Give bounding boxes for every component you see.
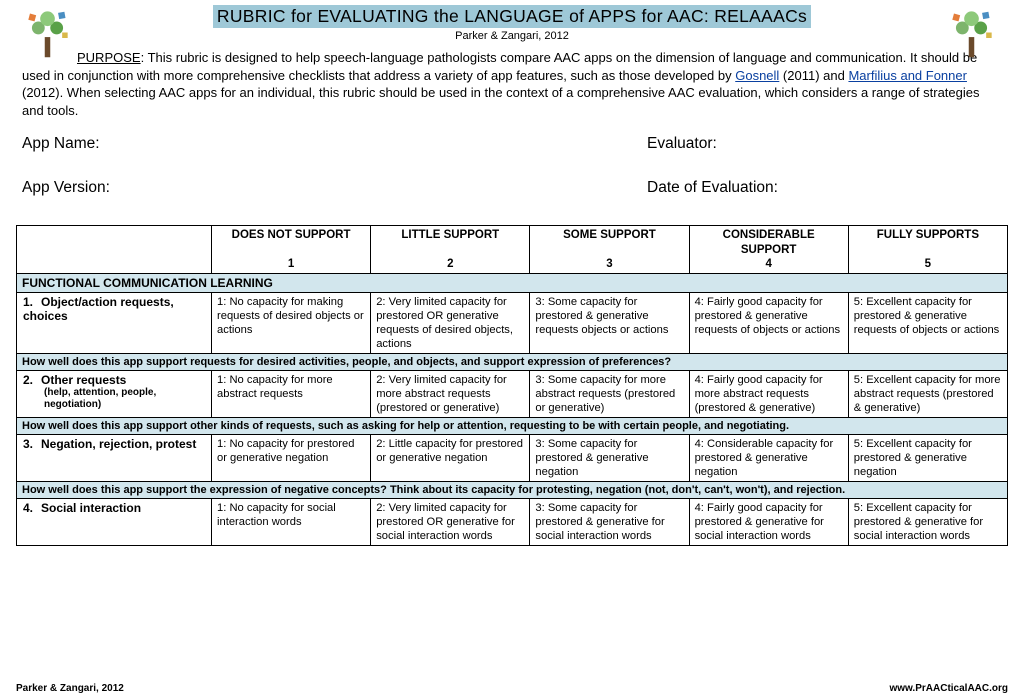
row-4: 4.Social interaction 1: No capacity for … <box>17 499 1008 546</box>
row-1-label: 1.Object/action requests, choices <box>17 293 212 354</box>
field-evaluator: Evaluator: <box>647 135 1002 153</box>
field-date: Date of Evaluation: <box>647 179 1002 197</box>
header-4: CONSIDERABLE SUPPORT4 <box>689 226 848 274</box>
row-3-c5: 5: Excellent capacity for prestored & ge… <box>848 435 1007 482</box>
purpose-paragraph: PURPOSE: This rubric is designed to help… <box>0 47 1024 127</box>
row-1-c5: 5: Excellent capacity for prestored & ge… <box>848 293 1007 354</box>
field-app-name: App Name: <box>22 135 647 153</box>
row-3: 3.Negation, rejection, protest 1: No cap… <box>17 435 1008 482</box>
row-1-c2: 2: Very limited capacity for prestored O… <box>371 293 530 354</box>
row-4-c1: 1: No capacity for social interaction wo… <box>212 499 371 546</box>
authors-line: Parker & Zangari, 2012 <box>90 30 934 42</box>
header-1: DOES NOT SUPPORT1 <box>212 226 371 274</box>
header-3: SOME SUPPORT3 <box>530 226 689 274</box>
row-4-c4: 4: Fairly good capacity for prestored & … <box>689 499 848 546</box>
row-2-c4: 4: Fairly good capacity for more abstrac… <box>689 371 848 418</box>
row-1-c3: 3: Some capacity for prestored & generat… <box>530 293 689 354</box>
row-2-question: How well does this app support other kin… <box>17 418 1008 435</box>
row-2-c5: 5: Excellent capacity for more abstract … <box>848 371 1007 418</box>
row-4-label: 4.Social interaction <box>17 499 212 546</box>
row-2-label: 2.Other requests(help, attention, people… <box>17 371 212 418</box>
purpose-label: PURPOSE <box>77 50 141 65</box>
section-title: FUNCTIONAL COMMUNICATION LEARNING <box>17 274 1008 293</box>
row-1-question: How well does this app support requests … <box>17 354 1008 371</box>
tree-logo-right-icon <box>944 5 999 60</box>
purpose-text-3: (2012). When selecting AAC apps for an i… <box>22 85 980 118</box>
row-3-c4: 4: Considerable capacity for prestored &… <box>689 435 848 482</box>
row-1-q: How well does this app support requests … <box>17 354 1008 371</box>
rubric-table: DOES NOT SUPPORT1 LITTLE SUPPORT2 SOME S… <box>16 225 1008 546</box>
section-row-functional: FUNCTIONAL COMMUNICATION LEARNING <box>17 274 1008 293</box>
row-1-c4: 4: Fairly good capacity for prestored & … <box>689 293 848 354</box>
row-1: 1.Object/action requests, choices 1: No … <box>17 293 1008 354</box>
row-3-q: How well does this app support the expre… <box>17 482 1008 499</box>
row-2-c2: 2: Very limited capacity for more abstra… <box>371 371 530 418</box>
row-2: 2.Other requests(help, attention, people… <box>17 371 1008 418</box>
purpose-text-2: (2011) and <box>779 68 848 83</box>
row-3-label: 3.Negation, rejection, protest <box>17 435 212 482</box>
row-3-question: How well does this app support the expre… <box>17 482 1008 499</box>
row-3-c2: 2: Little capacity for prestored or gene… <box>371 435 530 482</box>
header-2: LITTLE SUPPORT2 <box>371 226 530 274</box>
row-3-c1: 1: No capacity for prestored or generati… <box>212 435 371 482</box>
row-2-q: How well does this app support other kin… <box>17 418 1008 435</box>
row-2-c1: 1: No capacity for more abstract request… <box>212 371 371 418</box>
row-1-c1: 1: No capacity for making requests of de… <box>212 293 371 354</box>
page-title: RUBRIC for EVALUATING the LANGUAGE of AP… <box>213 5 811 28</box>
link-marfilius[interactable]: Marfilius and Fonner <box>848 68 967 83</box>
link-gosnell[interactable]: Gosnell <box>735 68 779 83</box>
row-3-c3: 3: Some capacity for prestored & generat… <box>530 435 689 482</box>
footer-right: www.PrAACticalAAC.org <box>889 683 1008 694</box>
row-4-c3: 3: Some capacity for prestored & generat… <box>530 499 689 546</box>
field-app-version: App Version: <box>22 179 647 197</box>
row-4-c5: 5: Excellent capacity for prestored & ge… <box>848 499 1007 546</box>
header-row: DOES NOT SUPPORT1 LITTLE SUPPORT2 SOME S… <box>17 226 1008 274</box>
header-5: FULLY SUPPORTS5 <box>848 226 1007 274</box>
header-blank <box>17 226 212 274</box>
row-2-c3: 3: Some capacity for more abstract reque… <box>530 371 689 418</box>
footer-left: Parker & Zangari, 2012 <box>16 683 124 694</box>
row-4-c2: 2: Very limited capacity for prestored O… <box>371 499 530 546</box>
tree-logo-left-icon <box>20 5 75 60</box>
footer: Parker & Zangari, 2012 www.PrAACticalAAC… <box>16 683 1008 694</box>
